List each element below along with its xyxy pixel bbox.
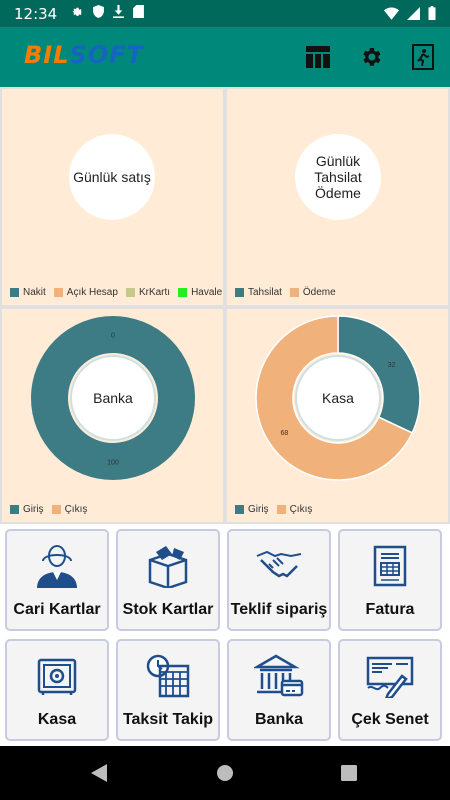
legend-item: Çıkış [276, 504, 312, 515]
legend-swatch [235, 288, 244, 297]
daily-sales-panel: Günlük satış Nakit Açık Hesap KrKartı Ha… [2, 89, 223, 305]
donut-value-label: 68 [280, 430, 288, 437]
dashboard-charts: Günlük satış Nakit Açık Hesap KrKartı Ha… [0, 87, 450, 524]
legend-swatch [53, 288, 63, 297]
settings-button[interactable] [357, 43, 385, 71]
donut-slice-giriş [337, 315, 421, 434]
cash-center: Kasa [297, 357, 379, 439]
daily-sales-legend: Nakit Açık Hesap KrKartı Havale [10, 287, 222, 298]
system-navigation-bar [0, 746, 450, 800]
menu-tiles: Cari Kartlar Stok Kartlar Teklif sipariş… [0, 524, 450, 746]
gear-icon [363, 48, 381, 66]
legend-item: Nakit [10, 287, 46, 298]
legend-item: Giriş [10, 504, 44, 515]
signal-icon [407, 6, 420, 25]
cash-panel: 32 68 Kasa Giriş Çıkış [227, 309, 448, 522]
cheque-icon [340, 653, 440, 699]
settings-status-icon [71, 5, 84, 23]
tile-banka[interactable]: Banka [227, 639, 331, 741]
table-layout-button[interactable] [304, 43, 332, 71]
tile-fatura[interactable]: Fatura [338, 529, 442, 631]
recents-square-icon [341, 765, 357, 781]
tile-stok-kartlar[interactable]: Stok Kartlar [116, 529, 220, 631]
donut-value-label: 32 [388, 362, 396, 369]
legend-item: Havale [178, 287, 222, 298]
legend-swatch [178, 288, 188, 297]
sdcard-status-icon [133, 4, 145, 23]
legend-item: Tahsilat [235, 287, 282, 298]
home-circle-icon [217, 765, 233, 781]
legend-item: KrKartı [125, 287, 170, 298]
legend-swatch [289, 288, 299, 297]
daily-collection-panel: Günlük Tahsilat Ödeme Tahsilat Ödeme [227, 89, 448, 305]
battery-icon [428, 6, 436, 25]
back-triangle-icon [91, 764, 107, 782]
donut-value-label: 0 [111, 333, 115, 340]
status-time: 12:34 [14, 4, 58, 23]
exit-door-icon [412, 44, 434, 70]
calendar-icon [118, 653, 218, 699]
home-button[interactable] [212, 760, 238, 786]
exit-button[interactable] [409, 43, 437, 71]
back-button[interactable] [86, 760, 112, 786]
cash-legend: Giriş Çıkış [235, 504, 312, 515]
status-bar: 12:34 [0, 0, 450, 27]
safe-icon [7, 653, 107, 699]
tile-taksit-takip[interactable]: Taksit Takip [116, 639, 220, 741]
tile-kasa[interactable]: Kasa [5, 639, 109, 741]
table-layout-icon [306, 46, 330, 68]
handshake-icon [229, 543, 329, 589]
legend-swatch [125, 288, 135, 297]
bank-icon [229, 653, 329, 699]
legend-swatch [10, 505, 19, 514]
donut-slice-giriş [31, 316, 195, 480]
legend-item: Açık Hesap [53, 287, 118, 298]
box-icon [118, 543, 218, 589]
bilsoft-logo: BILSOFT [24, 41, 144, 69]
tile-teklif-siparis[interactable]: Teklif sipariş [227, 529, 331, 631]
shield-status-icon [93, 4, 105, 23]
legend-swatch [276, 505, 286, 514]
legend-item: Çıkış [51, 504, 87, 515]
daily-collection-center: Günlük Tahsilat Ödeme [295, 134, 381, 220]
tile-cari-kartlar[interactable]: Cari Kartlar [5, 529, 109, 631]
tile-cek-senet[interactable]: Çek Senet [338, 639, 442, 741]
legend-item: Ödeme [289, 287, 336, 298]
donut-value-label: 100 [107, 460, 119, 467]
person-icon [7, 543, 107, 589]
wifi-icon [384, 7, 399, 25]
daily-sales-center: Günlük satış [69, 134, 155, 220]
app-bar: BILSOFT [0, 27, 450, 87]
download-status-icon [113, 4, 125, 23]
legend-swatch [235, 505, 244, 514]
legend-swatch [51, 505, 61, 514]
legend-swatch [10, 288, 19, 297]
invoice-icon [340, 543, 440, 589]
bank-center: Banka [72, 357, 154, 439]
recents-button[interactable] [336, 760, 362, 786]
bank-legend: Giriş Çıkış [10, 504, 87, 515]
legend-item: Giriş [235, 504, 269, 515]
daily-collection-legend: Tahsilat Ödeme [235, 287, 336, 298]
bank-panel: 100 0 Banka Giriş Çıkış [2, 309, 223, 522]
donut-slice-çıkış [255, 315, 414, 481]
